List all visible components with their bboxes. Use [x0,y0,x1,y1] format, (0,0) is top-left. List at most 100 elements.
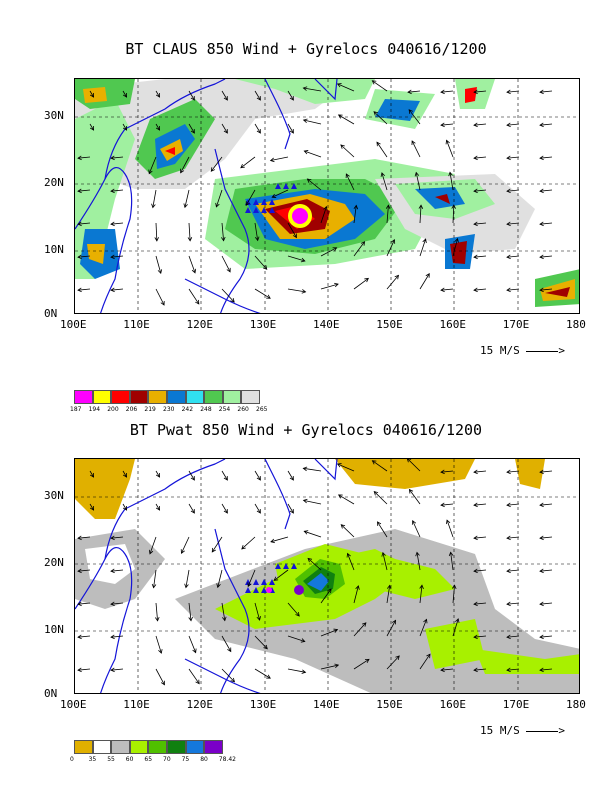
wind-vector [473,470,487,473]
wind-vector-head [539,667,544,673]
wind-vector-head [506,254,511,260]
wind-vector [254,635,268,650]
colorbar-label: 60 [125,756,134,763]
wind-vector-head [506,89,511,95]
wind-vector-head [364,658,370,664]
wind-vector-head [122,125,128,131]
wind-vector-head [346,552,351,558]
wind-vector-head [440,122,445,128]
wind-vector [539,503,553,506]
wind-vector [353,659,370,670]
wind-vector-head [376,141,381,147]
wind-vector [247,569,256,587]
wind-vector [221,635,232,652]
wind-vector [473,90,487,93]
wind-vector-head [506,188,511,194]
wind-vector-head [122,92,128,98]
wind-vector [110,569,124,572]
wind-vector-head [221,236,226,242]
wind-vector [89,470,94,478]
wind-vector-head [394,274,400,280]
y-tick-label: 30N [44,489,64,502]
wind-vector-head [539,122,544,128]
wind-vector [506,635,520,638]
wind-vector-head [473,254,478,260]
wind-vector [188,503,195,514]
wind-vector-head [539,221,544,227]
wind-vector [221,90,228,101]
panel1-colorbar [74,390,260,404]
colorbar-swatch [148,390,167,404]
wind-vector-head [262,265,268,270]
wind-vector-head [539,568,544,574]
wind-vector [473,536,487,539]
panel1-ref-vector: 15 M/S > [480,344,565,357]
wind-vector-head [187,237,193,242]
wind-vector-head [227,647,232,653]
wind-vector [506,255,520,258]
wind-vector-head [241,545,246,550]
x-tick-label: 150E [376,318,403,331]
wind-vector [506,536,520,539]
wind-vector-head [77,601,82,607]
wind-vector [506,90,520,93]
wind-vector-head [289,128,294,134]
wind-vector [221,668,235,683]
wind-vector [419,205,422,224]
wind-vector [188,288,200,305]
wind-vector [408,109,421,125]
wind-vector [473,288,487,291]
wind-vector [254,255,268,270]
pwat-shading [75,459,579,693]
wind-vector [303,119,322,125]
wind-vector-head [89,472,95,478]
wind-vector-head [77,188,82,194]
wind-vector [506,668,520,671]
wind-vector-head [473,155,478,161]
wind-vector [372,80,388,92]
wind-vector-head [110,634,115,640]
colorbar-swatch [241,390,260,404]
wind-vector [386,620,396,637]
colorbar-label: 194 [88,406,101,413]
wind-vector-head [377,521,382,526]
wind-vector-head [77,287,82,293]
wind-vector [110,222,124,225]
wind-vector [440,668,454,671]
wind-vector [287,470,294,481]
wind-vector-head [408,488,414,494]
wind-vector-head [155,472,161,478]
wind-vector-head [506,469,511,475]
wind-vector-head [473,502,478,508]
wind-vector-head [110,188,115,194]
wind-vector-head [192,648,197,654]
wind-vector [287,90,294,101]
wind-vector-head [302,86,308,91]
wind-vector [155,470,160,478]
wind-vector [89,90,94,98]
wind-vector [506,189,520,192]
wind-vector-head [340,144,345,149]
wind-vector [539,156,553,159]
wind-vector [419,619,427,637]
wind-vector-head [223,95,228,101]
wind-vector-head [539,469,544,475]
wind-vector [89,123,94,131]
wind-vector [372,460,388,472]
wind-vector [409,489,421,505]
x-tick-label: 120E [186,698,214,711]
wind-vector [287,668,306,673]
wind-vector [77,536,91,539]
wind-vector-head [425,273,430,278]
wind-vector [221,222,224,241]
wind-vector-head [539,89,544,95]
wind-vector-head [360,241,366,246]
wind-vector [345,173,355,191]
wind-vector [155,635,162,654]
wind-vector [188,255,196,273]
wind-vector-head [408,109,413,114]
wind-vector [473,255,487,258]
wind-vector-head [473,221,478,227]
wind-vector [473,635,487,638]
wind-vector-head [539,188,544,194]
